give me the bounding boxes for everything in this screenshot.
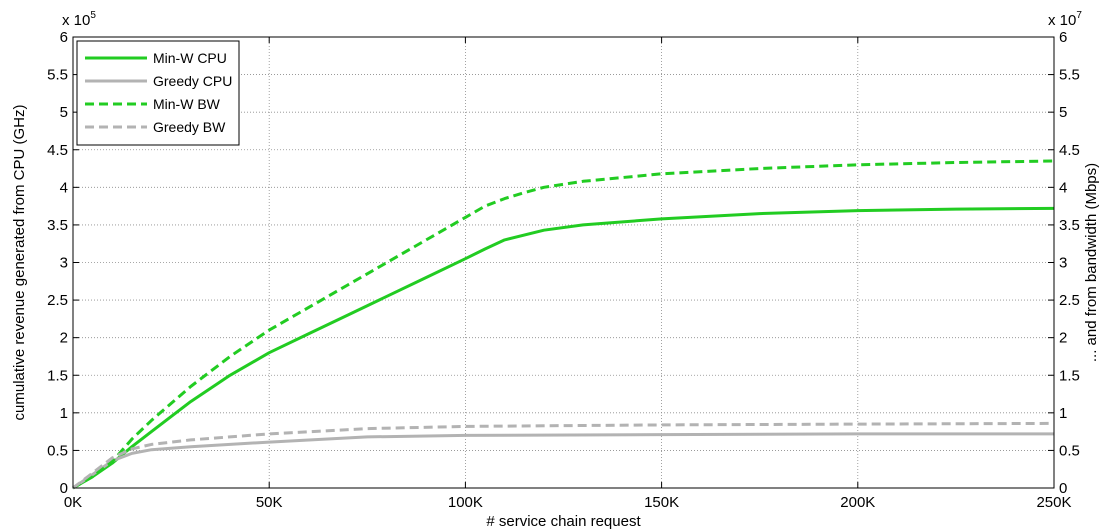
y-axis-label: cumulative revenue generated from CPU (G… (11, 105, 28, 421)
y2-tick-label: 1 (1059, 405, 1067, 422)
x-tick-label: 250K (1036, 494, 1071, 511)
y2-tick-label: 5.5 (1059, 67, 1080, 84)
y2-tick-label: 0 (1059, 480, 1067, 497)
y2-tick-label: 2 (1059, 330, 1067, 347)
grid-lines (73, 37, 1054, 488)
y2-tick-label: 3.5 (1059, 217, 1080, 234)
y2-tick-label: 0.5 (1059, 442, 1080, 459)
y2-tick-label: 1.5 (1059, 367, 1080, 384)
x-tick-label: 100K (448, 494, 483, 511)
legend-label: Min-W CPU (153, 50, 227, 66)
y-tick-label: 3 (60, 255, 68, 272)
y-tick-label: 1.5 (47, 367, 68, 384)
y2-axis-label: ... and from bandwidth (Mbps) (1083, 163, 1100, 362)
y2-tick-label: 4.5 (1059, 142, 1080, 159)
series-line-min-w-bw (72, 159, 1055, 490)
x-axis-label: # service chain request (486, 513, 641, 530)
y-tick-label: 4.5 (47, 142, 68, 159)
x-tick-label: 50K (256, 494, 283, 511)
y-tick-label: 4 (60, 179, 68, 196)
x-tick-label: 150K (644, 494, 679, 511)
series-line-min-w-cpu (72, 206, 1055, 490)
series-line-greedy-cpu (72, 432, 1054, 490)
y-tick-label: 5 (60, 104, 68, 121)
x-tick-label: 200K (840, 494, 875, 511)
y-tick-label: 1 (60, 405, 68, 422)
x-tick-label: 0K (64, 494, 82, 511)
series-lines (72, 159, 1055, 490)
y2-tick-label: 5 (1059, 104, 1067, 121)
y-tick-label: 2.5 (47, 292, 68, 309)
y-tick-label: 0.5 (47, 442, 68, 459)
y2-tick-label: 2.5 (1059, 292, 1080, 309)
y-tick-label: 3.5 (47, 217, 68, 234)
y-axis-multiplier: x 105 (62, 10, 96, 29)
axis-ticks: 0K 50K 100K 150K 200K 250K00.511.522.533.544.… (47, 29, 1080, 511)
legend-label: Greedy CPU (153, 73, 232, 89)
legend-label: Greedy BW (153, 119, 226, 135)
y-tick-label: 6 (60, 29, 68, 46)
y2-tick-label: 4 (1059, 179, 1067, 196)
y2-tick-label: 6 (1059, 29, 1067, 46)
y2-axis-multiplier: x 107 (1048, 10, 1082, 29)
y-tick-label: 2 (60, 330, 68, 347)
series-line-greedy-bw (72, 421, 1055, 490)
y-tick-label: 0 (60, 480, 68, 497)
y-tick-label: 5.5 (47, 67, 68, 84)
legend: Min-W CPU Greedy CPU Min-W BW Greedy BW (76, 40, 240, 146)
y2-tick-label: 3 (1059, 255, 1067, 272)
legend-label: Min-W BW (153, 96, 221, 112)
